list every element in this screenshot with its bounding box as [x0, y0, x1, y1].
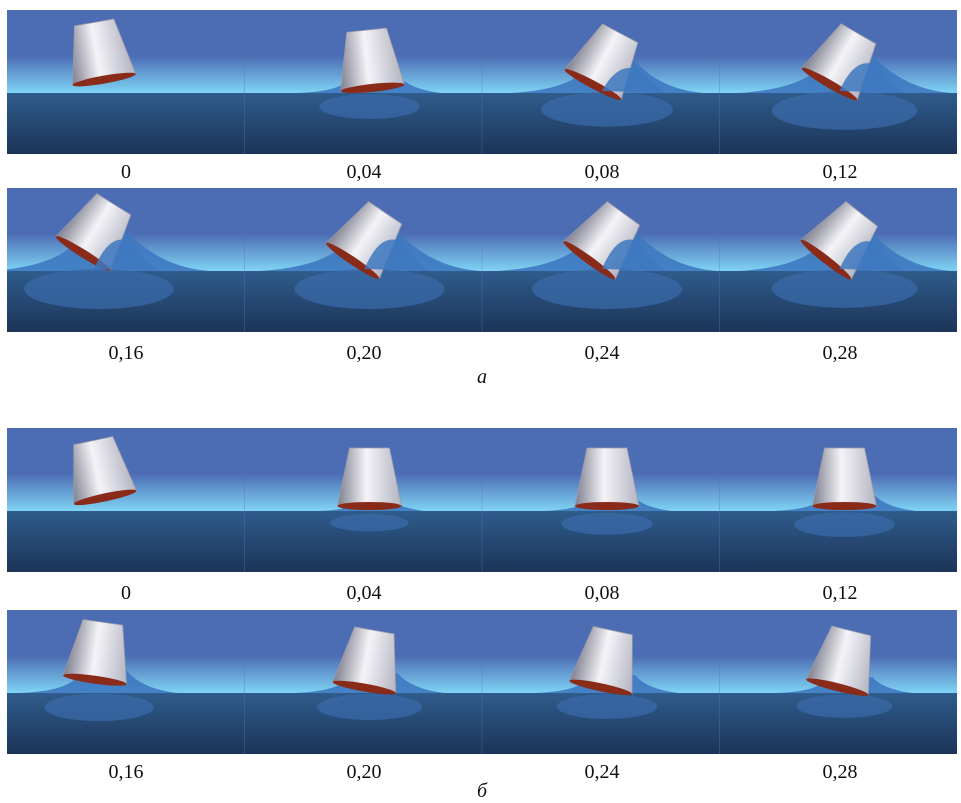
underwater-cavity	[556, 694, 658, 719]
time-label: 0,20	[346, 761, 382, 783]
capsule	[574, 447, 640, 510]
underwater-cavity	[771, 91, 918, 130]
time-label: 0	[121, 582, 131, 604]
sim-frame	[244, 188, 480, 332]
underwater-cavity	[532, 269, 682, 309]
sim-frame	[719, 610, 913, 754]
time-label: 0,24	[584, 342, 620, 364]
frame-strip-svg	[7, 10, 957, 154]
sim-frame	[719, 428, 916, 572]
sim-frame	[481, 10, 703, 154]
time-label: 0,04	[346, 582, 382, 604]
splash-sheet	[839, 241, 905, 271]
sim-frame	[20, 619, 178, 722]
time-label: 0,08	[584, 161, 620, 183]
time-label: 0,28	[822, 761, 858, 783]
sim-frame	[73, 435, 138, 506]
capsule	[337, 447, 402, 510]
time-label: 0,12	[822, 161, 858, 183]
splash-sheet	[602, 239, 667, 271]
sim-frame	[244, 610, 445, 754]
time-label: 0,12	[822, 582, 858, 604]
sim-frame	[72, 18, 137, 87]
underwater-cavity	[541, 92, 673, 127]
sim-frame	[719, 188, 951, 332]
panel-a-row1-frames	[7, 10, 957, 154]
underwater-cavity	[319, 94, 420, 119]
panel-a-row2-labels: 0,16 0,20 0,24 0,28	[7, 339, 957, 367]
time-label: 0,20	[346, 342, 382, 364]
panel-b-caption: б	[476, 780, 488, 802]
underwater-cavity	[796, 694, 893, 718]
panel-b-row2-labels: 0,16 0,20 0,24 0,28	[7, 758, 957, 786]
panel-b-row1-labels: 0 0,04 0,08 0,12	[7, 579, 957, 607]
underwater-cavity	[330, 513, 409, 532]
time-label: 0,16	[108, 761, 144, 783]
panel-a-row1-labels: 0 0,04 0,08 0,12	[7, 158, 957, 186]
time-label: 0,28	[822, 342, 858, 364]
frame-strip-svg	[7, 428, 957, 572]
sim-frame	[7, 193, 209, 309]
time-label: 0,08	[584, 582, 620, 604]
sim-frame	[244, 428, 424, 572]
underwater-cavity	[24, 269, 174, 309]
panel-a-caption: а	[477, 366, 487, 388]
capsule	[73, 435, 138, 506]
underwater-cavity	[44, 693, 154, 722]
underwater-cavity	[561, 512, 653, 535]
frame-strip-svg	[7, 188, 957, 332]
capsule	[62, 619, 127, 686]
splash-sheet	[364, 239, 430, 271]
underwater-cavity	[794, 512, 895, 537]
sim-frame	[719, 10, 951, 154]
panel-b-row2-frames	[7, 610, 957, 754]
sim-frame	[481, 428, 672, 572]
capsule	[340, 27, 405, 94]
capsule	[812, 447, 877, 510]
panel-b-row1-frames	[7, 428, 957, 572]
panel-a-row2-frames	[7, 188, 957, 332]
underwater-cavity	[317, 694, 422, 720]
sim-frame	[481, 188, 717, 332]
capsule	[72, 18, 137, 87]
sim-frame	[481, 610, 679, 754]
capsule	[805, 625, 872, 696]
time-label: 0,16	[108, 342, 144, 364]
splash-sheet	[602, 67, 667, 93]
time-label: 0,24	[584, 761, 620, 783]
time-label: 0	[121, 161, 131, 183]
frame-strip-svg	[7, 610, 957, 754]
time-label: 0,04	[346, 161, 382, 183]
sim-frame	[244, 10, 441, 154]
capsule	[332, 626, 397, 695]
splash-sheet	[94, 239, 159, 271]
underwater-cavity	[771, 269, 918, 308]
splash-sheet	[839, 63, 905, 93]
underwater-cavity	[294, 269, 445, 309]
capsule	[568, 625, 633, 696]
